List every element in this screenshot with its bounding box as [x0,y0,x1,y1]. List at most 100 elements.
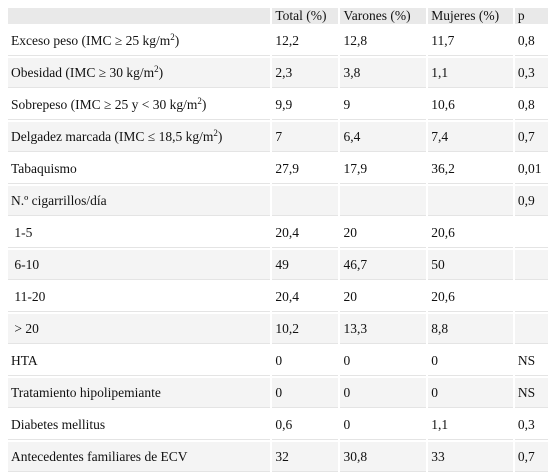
cell-total: 10,2 [272,314,339,344]
row-label: HTA [8,346,271,376]
cell-p: 0,3 [514,58,548,88]
row-label: Exceso peso (IMC ≥ 25 kg/m2) [8,26,271,56]
header-cell-total: Total (%) [272,8,339,24]
cell-p: 0,7 [514,442,548,472]
header-row: Total (%) Varones (%) Mujeres (%) p [8,8,548,24]
cell-total: 2,3 [272,58,339,88]
cell-varones: 0 [340,346,427,376]
row-label-text: HTA [11,352,38,368]
cell-total: 20,4 [272,218,339,248]
table-row: N.º cigarrillos/día 0,9 [8,186,548,216]
row-label-text: Delgadez marcada (IMC ≤ 18,5 kg/m [11,128,214,144]
table-row: Diabetes mellitus 0,6 0 1,1 0,3 [8,410,548,440]
row-label: Tratamiento hipolipemiante [8,378,271,408]
cell-p [514,282,548,312]
table-row: Exceso peso (IMC ≥ 25 kg/m2) 12,2 12,8 11,7… [8,26,548,56]
cell-total: 0,6 [272,410,339,440]
cell-p: 0,9 [514,186,548,216]
table-row: Obesidad (IMC ≥ 30 kg/m2) 2,3 3,8 1,1 0,3 [8,58,548,88]
table-row: 11-20 20,4 20 20,6 [8,282,548,312]
cell-total: 9,9 [272,90,339,120]
cell-p: NS [514,378,548,408]
row-label: Antecedentes familiares de ECV [8,442,271,472]
row-label-suffix: ) [217,128,223,144]
header-cell-varones: Varones (%) [340,8,427,24]
row-label-suffix: ) [158,64,164,80]
table-body: Exceso peso (IMC ≥ 25 kg/m2) 12,2 12,8 11,7… [8,26,548,472]
cell-varones: 46,7 [340,250,427,280]
cell-mujeres: 10,6 [428,90,513,120]
cell-varones: 0 [340,378,427,408]
table-row: > 20 10,2 13,3 8,8 [8,314,548,344]
cell-mujeres: 11,7 [428,26,513,56]
row-label-text: Tratamiento hipolipemiante [11,384,161,400]
row-label-suffix: ) [174,32,180,48]
row-label-text: 11-20 [11,288,46,304]
row-label: N.º cigarrillos/día [8,186,271,216]
data-table: Total (%) Varones (%) Mujeres (%) p Exce… [6,6,550,474]
table-row: Antecedentes familiares de ECV 32 30,8 33 0,… [8,442,548,472]
cell-p [514,250,548,280]
cell-varones: 17,9 [340,154,427,184]
row-label-text: Sobrepeso (IMC ≥ 25 y < 30 kg/m [11,96,198,112]
cell-p [514,218,548,248]
cell-mujeres: 0 [428,346,513,376]
cell-mujeres: 1,1 [428,410,513,440]
cell-varones: 30,8 [340,442,427,472]
table-row: Delgadez marcada (IMC ≤ 18,5 kg/m2) 7 6,4 7… [8,122,548,152]
header-cell-label [8,8,271,24]
row-label-text: 6-10 [11,256,40,272]
row-label: Sobrepeso (IMC ≥ 25 y < 30 kg/m2) [8,90,271,120]
cell-p: 0,01 [514,154,548,184]
table-row: HTA 0 0 0 NS [8,346,548,376]
cell-varones: 20 [340,282,427,312]
cell-total: 0 [272,346,339,376]
table-row: Sobrepeso (IMC ≥ 25 y < 30 kg/m2) 9,9 9 10,… [8,90,548,120]
cell-p: 0,3 [514,410,548,440]
row-label: 6-10 [8,250,271,280]
row-label-superscript: 2 [213,127,218,138]
cell-total: 20,4 [272,282,339,312]
cell-mujeres: 1,1 [428,58,513,88]
row-label: Delgadez marcada (IMC ≤ 18,5 kg/m2) [8,122,271,152]
cell-total: 12,2 [272,26,339,56]
row-label: > 20 [8,314,271,344]
cell-varones: 20 [340,218,427,248]
cell-varones: 12,8 [340,26,427,56]
cell-mujeres: 7,4 [428,122,513,152]
table-row: 6-10 49 46,7 50 [8,250,548,280]
cell-varones: 13,3 [340,314,427,344]
cell-mujeres [428,186,513,216]
cell-mujeres: 20,6 [428,218,513,248]
cell-total: 27,9 [272,154,339,184]
header-cell-mujeres: Mujeres (%) [428,8,513,24]
table-row: Tabaquismo 27,9 17,9 36,2 0,01 [8,154,548,184]
table-row: Tratamiento hipolipemiante 0 0 0 NS [8,378,548,408]
row-label-text: 1-5 [11,224,33,240]
row-label-superscript: 2 [197,95,202,106]
cell-varones: 3,8 [340,58,427,88]
cell-p: 0,7 [514,122,548,152]
cell-p: 0,8 [514,26,548,56]
cell-total: 49 [272,250,339,280]
cell-mujeres: 20,6 [428,282,513,312]
cell-total: 32 [272,442,339,472]
cell-total [272,186,339,216]
cell-total: 7 [272,122,339,152]
cell-mujeres: 33 [428,442,513,472]
row-label: 1-5 [8,218,271,248]
row-label-text: N.º cigarrillos/día [11,192,107,208]
row-label: Diabetes mellitus [8,410,271,440]
row-label-text: Diabetes mellitus [11,416,106,432]
row-label-text: Antecedentes familiares de ECV [11,448,188,464]
row-label: Tabaquismo [8,154,271,184]
cell-total: 0 [272,378,339,408]
row-label-superscript: 2 [170,31,175,42]
row-label-text: Obesidad (IMC ≥ 30 kg/m [11,64,155,80]
cell-p: 0,8 [514,90,548,120]
header-cell-p: p [514,8,548,24]
row-label-text: Exceso peso (IMC ≥ 25 kg/m [11,32,171,48]
cell-varones [340,186,427,216]
cell-mujeres: 0 [428,378,513,408]
cell-p [514,314,548,344]
